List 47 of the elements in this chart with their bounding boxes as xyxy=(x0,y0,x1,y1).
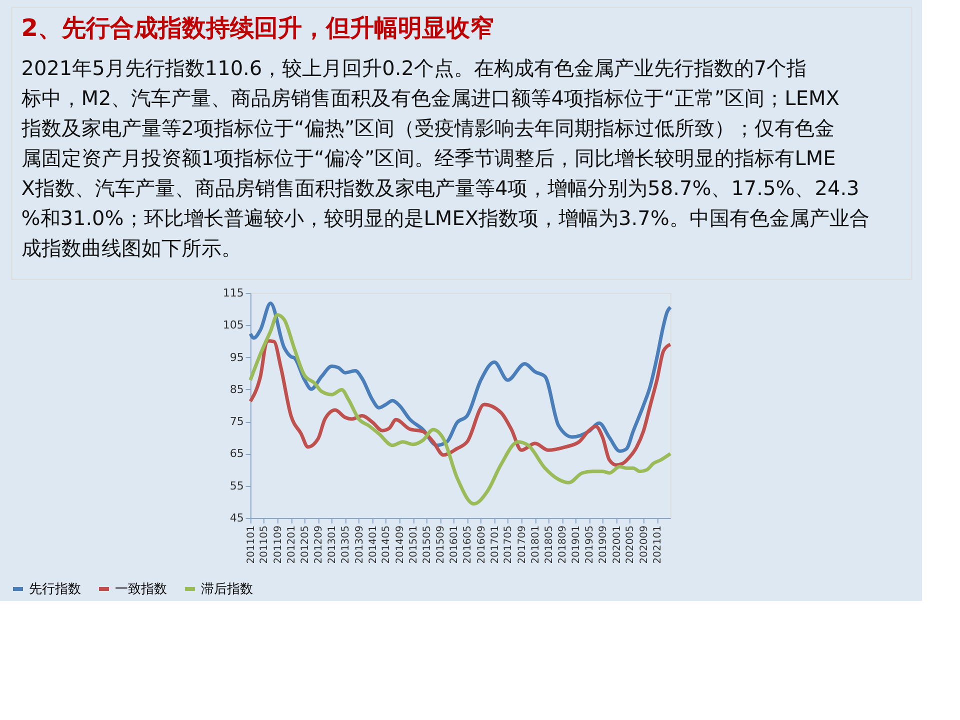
x-tick-label: 202005 xyxy=(625,526,636,564)
legend-label: 滞后指数 xyxy=(201,582,253,597)
line-series xyxy=(248,339,672,467)
y-tick-label: 45 xyxy=(230,512,244,524)
x-tick-label: 201109 xyxy=(272,526,284,564)
x-tick-label: 201905 xyxy=(584,526,596,564)
x-tick-label: 201505 xyxy=(422,526,433,564)
x-tick-label: 201901 xyxy=(571,526,582,564)
y-tick-label: 85 xyxy=(230,382,244,396)
x-tick-label: 201401 xyxy=(368,526,379,564)
x-tick-label: 201309 xyxy=(354,526,366,564)
x-tick-label: 202001 xyxy=(612,526,623,564)
line-series xyxy=(248,302,672,453)
x-tick-label: 201201 xyxy=(286,526,298,564)
x-tick-label: 202101 xyxy=(652,526,664,564)
legend-label: 一致指数 xyxy=(115,582,167,597)
x-tick-label: 201805 xyxy=(544,526,555,564)
x-tick-label: 201405 xyxy=(381,526,392,564)
x-tick-label: 201705 xyxy=(503,526,514,564)
x-tick-label: 201409 xyxy=(394,526,406,564)
x-tick-label: 201709 xyxy=(516,526,528,564)
x-tick-label: 201801 xyxy=(530,526,542,564)
x-tick-label: 201701 xyxy=(490,526,501,564)
x-tick-label: 201209 xyxy=(314,526,325,564)
x-tick-label: 201305 xyxy=(340,526,352,564)
y-tick-label: 55 xyxy=(230,479,244,492)
x-tick-label: 201909 xyxy=(598,526,610,564)
y-tick-label: 105 xyxy=(222,318,244,332)
y-tick-label: 75 xyxy=(230,415,244,428)
x-tick-label: 201605 xyxy=(462,526,474,564)
x-tick-label: 201601 xyxy=(449,526,460,564)
x-tick-label: 201205 xyxy=(300,526,311,564)
x-tick-label: 201105 xyxy=(259,526,270,564)
x-tick-label: 201509 xyxy=(436,526,447,564)
x-tick-label: 201501 xyxy=(408,526,420,564)
y-tick-label: 95 xyxy=(230,350,244,364)
x-tick-label: 201301 xyxy=(327,526,338,564)
y-tick-label: 65 xyxy=(230,447,244,460)
x-tick-label: 201609 xyxy=(476,526,488,564)
x-tick-label: 202009 xyxy=(638,526,650,564)
legend-label: 先行指数 xyxy=(29,582,81,597)
y-tick-label: 115 xyxy=(222,286,244,300)
x-tick-label: 201101 xyxy=(246,526,257,564)
text: 2021年5月先行指数110.6，较上月回升0.2个点。在构成有色金属产业先行指数的7个指标中，M2、汽车产量、商品房销售面积及有色金属进口额等4项指标位于“正常”区间；LEMX指数及家电产量等2项指标位于“偏热”区间（受疫情影响去年同期指标过低所致）；仅有色金属固定资产月投资额1项指标位于“偏冷”区间。经季节调整后，同比增长较明显的指标有LMEX指数、汽车产量、商品房销售面积指数及家电产量等4项，增幅分别为58.7%、17.5%、24.3%和31.0%；环比增长普遍较小，较明显的是LMEX指数项，增幅为3.7%。中国有色金属产业合成指数曲线图如下所示。 xyxy=(20,56,870,260)
chart-title: 2、先行合成指数持续回升，但升幅明显收窄 xyxy=(21,14,494,42)
line-series xyxy=(248,313,672,506)
x-tick-label: 201809 xyxy=(558,526,569,564)
